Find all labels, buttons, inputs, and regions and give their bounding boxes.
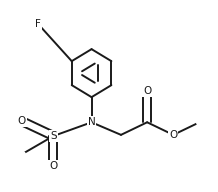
Text: S: S	[50, 131, 57, 141]
Text: F: F	[35, 19, 41, 29]
Text: O: O	[18, 116, 26, 126]
Text: O: O	[169, 130, 177, 140]
Text: O: O	[143, 86, 151, 96]
Text: O: O	[49, 161, 58, 171]
Text: N: N	[88, 117, 95, 127]
